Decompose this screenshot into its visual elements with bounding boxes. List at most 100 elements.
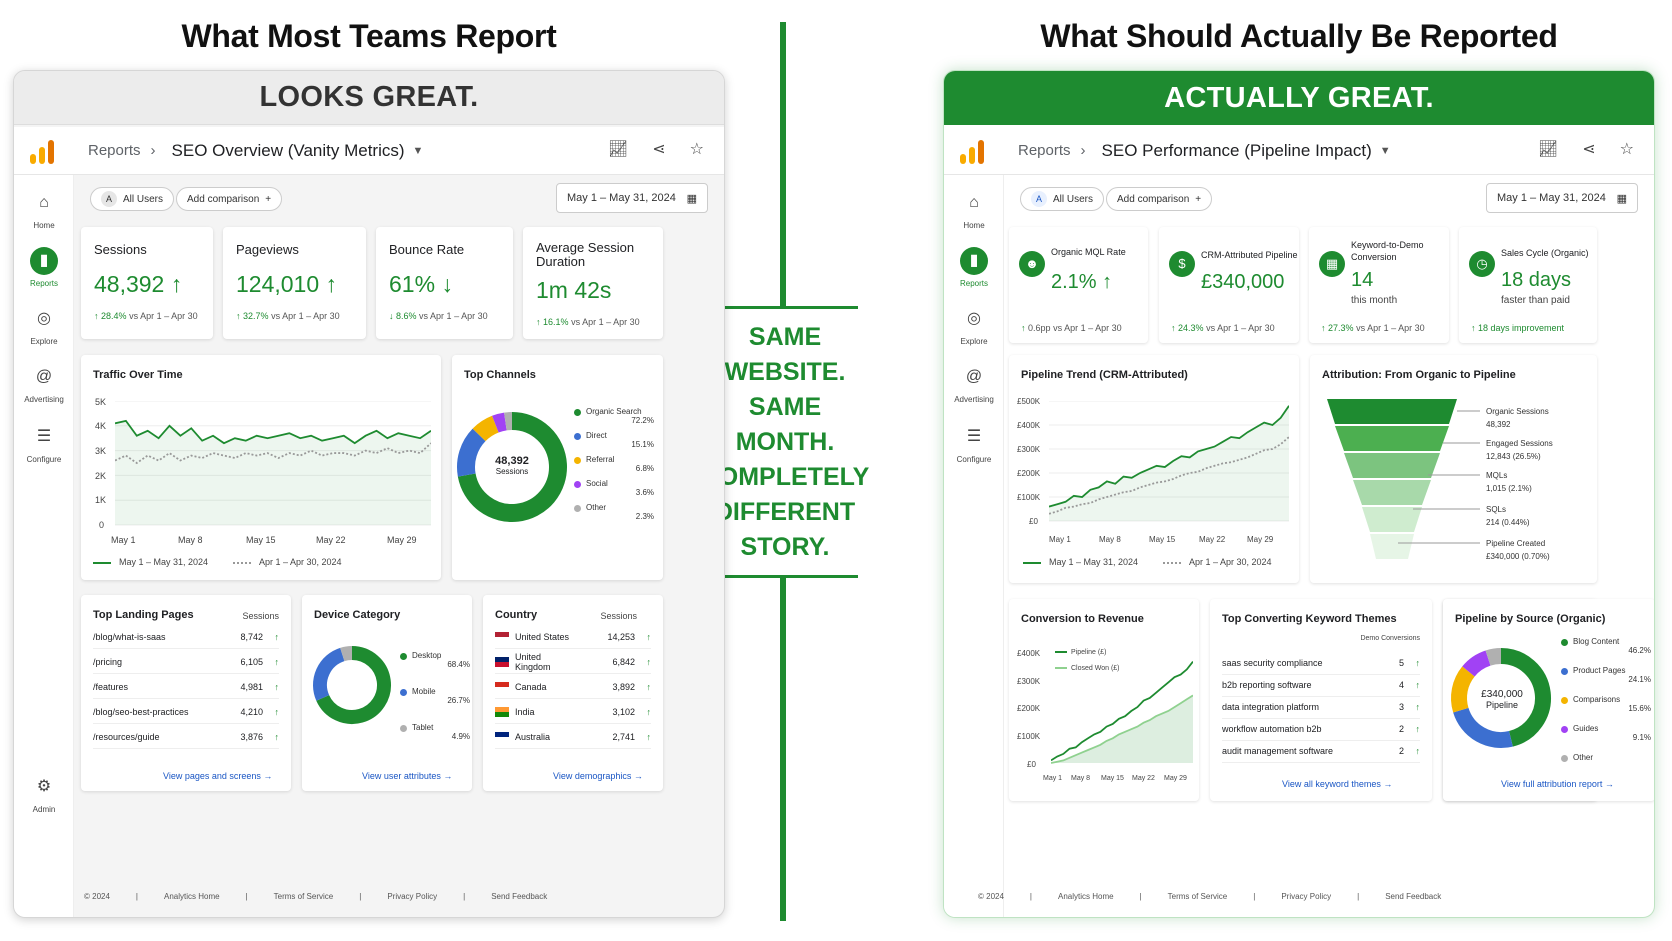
funnel-stage[interactable] (1335, 426, 1449, 451)
chart-edit-icon[interactable]: 📈︎ (1537, 141, 1559, 158)
center-line: DIFFERENT (714, 497, 856, 526)
row-label: audit management software (1222, 745, 1334, 756)
funnel-stage[interactable] (1353, 480, 1431, 505)
chevron-down-icon[interactable]: ▼ (412, 144, 424, 157)
funnel-stage[interactable] (1362, 507, 1422, 532)
share-icon[interactable]: ⋖ (652, 141, 666, 158)
nav-reports[interactable]: ▮ Reports (14, 247, 74, 288)
kpi-delta: ↑ 16.1% vs Apr 1 – Apr 30 (536, 317, 640, 327)
breadcrumb[interactable]: Reports › (1018, 142, 1086, 159)
kpi-value: 18 days (1501, 269, 1572, 291)
date-range-picker[interactable]: May 1 – May 31, 2024 ▦ (1486, 183, 1638, 213)
nav-home[interactable]: ⌂ Home (944, 189, 1004, 230)
view-attribution-report-link[interactable]: View full attribution report → (1501, 779, 1614, 789)
footer-link[interactable]: Analytics Home (1058, 892, 1114, 901)
kpi-value: 2.1% ↑ (1051, 271, 1113, 293)
nav-advertising[interactable]: @ Advertising (14, 363, 74, 404)
flag-icon (495, 731, 509, 742)
funnel-stage[interactable] (1327, 399, 1457, 424)
footer-link[interactable]: Send Feedback (1385, 892, 1442, 901)
donut-slice-tablet[interactable] (340, 646, 353, 662)
chart-edit-icon[interactable]: 📈︎ (607, 141, 629, 158)
all-users-chip[interactable]: A All Users (90, 187, 175, 211)
share-icon[interactable]: ⋖ (1582, 141, 1596, 158)
donut-slice-referral[interactable] (472, 415, 500, 442)
row-value: 6,105 (240, 656, 263, 667)
country-row[interactable]: United States 14,253 ↑ (495, 625, 651, 649)
landing-page-row[interactable]: /pricing 6,105 ↑ (93, 650, 279, 674)
donut-slice-product-pages[interactable] (1453, 707, 1513, 748)
chevron-down-icon[interactable]: ▼ (1379, 144, 1391, 157)
date-range-picker[interactable]: May 1 – May 31, 2024 ▦ (556, 183, 708, 213)
add-comparison-button[interactable]: Add comparison + (1106, 187, 1213, 211)
footer-link[interactable]: Privacy Policy (1281, 892, 1332, 901)
arrow-up-icon: ↑ (1415, 701, 1421, 712)
footer-link[interactable]: Terms of Service (273, 892, 334, 901)
donut-slice-direct[interactable] (457, 428, 486, 477)
keyword-row[interactable]: workflow automation b2b 2 ↑ (1222, 717, 1420, 741)
card-title: Device Category (314, 609, 401, 621)
funnel-stage[interactable] (1370, 534, 1414, 559)
footer-link[interactable]: Terms of Service (1167, 892, 1228, 901)
nav-configure[interactable]: ☰ Configure (944, 423, 1004, 464)
main-content: A All Users Add comparison + May 1 – May 3… (978, 175, 1654, 917)
footer-link[interactable]: Send Feedback (491, 892, 548, 901)
kpi-card[interactable]: ◷ Sales Cycle (Organic) 18 days faster t… (1459, 227, 1597, 343)
report-title[interactable]: SEO Overview (Vanity Metrics) (171, 140, 405, 160)
donut-slice-mobile[interactable] (313, 647, 345, 701)
nav-advertising[interactable]: @ Advertising (944, 363, 1004, 404)
kpi-card[interactable]: ☻ Organic MQL Rate 2.1% ↑ ↑ 0.6pp vs Apr… (1009, 227, 1148, 343)
compass-icon: ◎ (967, 310, 981, 327)
country-row[interactable]: United Kingdom 6,842 ↑ (495, 650, 651, 674)
bar-chart-icon: ▮ (960, 247, 988, 275)
donut-slice-desktop[interactable] (316, 646, 391, 724)
donut-slice-organic-search[interactable] (457, 412, 567, 522)
keyword-row[interactable]: b2b reporting software 4 ↑ (1222, 673, 1420, 697)
nav-admin[interactable]: ⚙ Admin (14, 773, 74, 814)
landing-page-row[interactable]: /features 4,981 ↑ (93, 675, 279, 699)
nav-reports[interactable]: ▮ Reports (944, 247, 1004, 288)
kpi-card[interactable]: ▦ Keyword-to-Demo Conversion 14 this mon… (1309, 227, 1449, 343)
pipeline-area (1049, 405, 1289, 521)
country-row[interactable]: India 3,102 ↑ (495, 700, 651, 724)
kpi-card[interactable]: Bounce Rate 61% ↓ ↓ 8.6% vs Apr 1 – Apr … (376, 227, 513, 339)
legend-item: Comparisons 15.6% (1561, 695, 1651, 724)
nav-home[interactable]: ⌂ Home (14, 189, 74, 230)
donut-slice-guides[interactable] (1462, 650, 1491, 677)
donut-slice-comparisons[interactable] (1451, 666, 1475, 713)
donut-slice-social[interactable] (492, 412, 507, 433)
report-title[interactable]: SEO Performance (Pipeline Impact) (1101, 140, 1372, 160)
view-demographics-link[interactable]: View demographics → (553, 771, 643, 781)
kpi-value: 48,392 ↑ (94, 271, 183, 297)
funnel-stage[interactable] (1344, 453, 1440, 478)
nav-configure[interactable]: ☰ Configure (14, 423, 74, 464)
nav-explore[interactable]: ◎ Explore (14, 305, 74, 346)
keyword-row[interactable]: audit management software 2 ↑ (1222, 739, 1420, 763)
country-row[interactable]: Canada 3,892 ↑ (495, 675, 651, 699)
kpi-card[interactable]: $ CRM-Attributed Pipeline £340,000 ↑ 24.… (1159, 227, 1299, 343)
kpi-card[interactable]: Average Session Duration 1m 42s ↑ 16.1% … (523, 227, 663, 339)
footer-link[interactable]: Analytics Home (164, 892, 220, 901)
kpi-card[interactable]: Sessions 48,392 ↑ ↑ 28.4% vs Apr 1 – Apr… (81, 227, 213, 339)
arrow-up-icon: ↑ (646, 656, 652, 667)
kpi-card[interactable]: Pageviews 124,010 ↑ ↑ 32.7% vs Apr 1 – A… (223, 227, 366, 339)
footer-link[interactable]: Privacy Policy (387, 892, 438, 901)
country-row[interactable]: Australia 2,741 ↑ (495, 725, 651, 749)
add-comparison-button[interactable]: Add comparison + (176, 187, 283, 211)
all-users-chip[interactable]: A All Users (1020, 187, 1105, 211)
keyword-row[interactable]: saas security compliance 5 ↑ (1222, 651, 1420, 675)
keyword-row[interactable]: data integration platform 3 ↑ (1222, 695, 1420, 719)
view-user-attributes-link[interactable]: View user attributes → (362, 771, 453, 781)
donut-slice-other[interactable] (1485, 648, 1502, 666)
landing-page-row[interactable]: /blog/what-is-saas 8,742 ↑ (93, 625, 279, 649)
legend-pipeline: Pipeline (£) (1055, 649, 1106, 656)
landing-page-row[interactable]: /blog/seo-best-practices 4,210 ↑ (93, 700, 279, 724)
view-keyword-themes-link[interactable]: View all keyword themes → (1282, 779, 1393, 789)
star-icon[interactable]: ☆ (689, 141, 704, 158)
star-icon[interactable]: ☆ (1619, 141, 1634, 158)
nav-explore[interactable]: ◎ Explore (944, 305, 1004, 346)
breadcrumb[interactable]: Reports › (88, 142, 156, 159)
view-pages-link[interactable]: View pages and screens → (163, 771, 273, 781)
landing-page-row[interactable]: /resources/guide 3,876 ↑ (93, 725, 279, 749)
donut-slice-blog-content[interactable] (1500, 648, 1551, 747)
